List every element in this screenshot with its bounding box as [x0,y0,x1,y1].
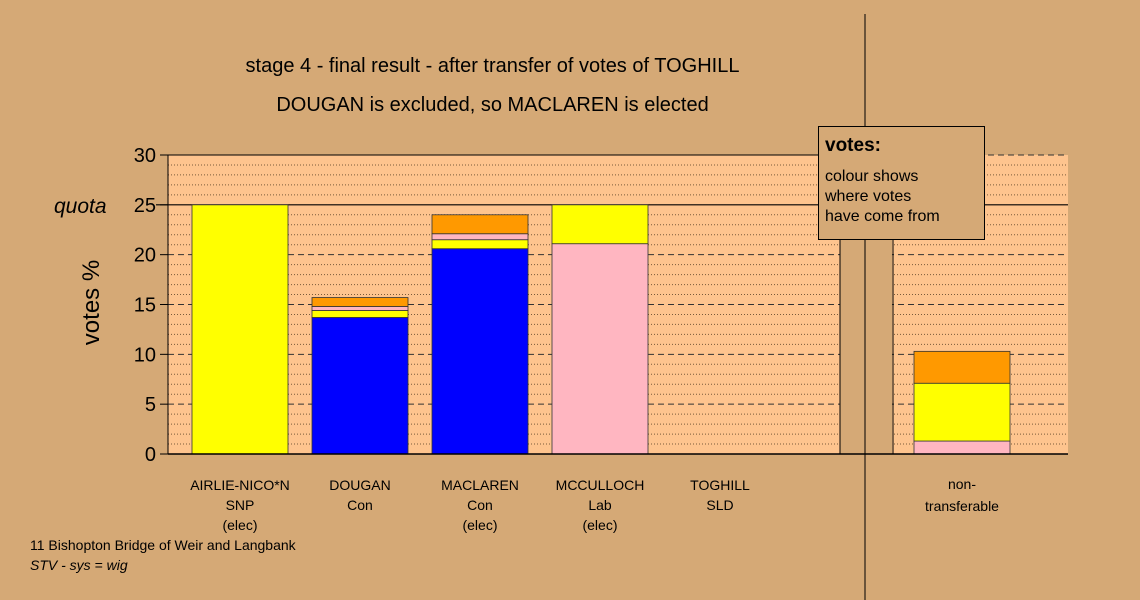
quota-label: quota [54,195,107,218]
chart-subtitle: DOUGAN is excluded, so MACLAREN is elect… [276,94,709,116]
x-tick-label: MCCULLOCH [556,477,645,493]
x-tick-label: (elec) [222,517,257,533]
bar-segment [431,248,529,455]
footer-constituency: 11 Bishopton Bridge of Weir and Langbank [30,537,296,553]
y-tick-label: 25 [134,195,156,217]
bar-segment [913,440,1011,455]
legend-title: votes: [825,135,881,156]
x-tick-label: non- [948,476,976,492]
bar-segment [431,214,529,235]
x-tick-label: SLD [706,497,733,513]
x-tick-label: SNP [226,497,255,513]
bar-segment [311,317,409,455]
bar-segment [311,306,409,311]
legend-line: colour shows [825,168,919,185]
bar-segment [913,382,1011,442]
x-tick-label: Con [467,497,493,513]
y-tick-label: 15 [134,295,156,317]
bar-segment [913,350,1011,384]
bar-segment [431,239,529,250]
bar-segment [191,204,289,455]
y-axis-label: votes % [78,260,105,345]
y-tick-label: 0 [145,444,156,466]
y-tick-label: 5 [145,394,156,416]
bar-segment [311,310,409,318]
y-tick-label: 10 [134,344,156,366]
x-tick-label: (elec) [582,517,617,533]
legend-line: have come from [825,208,940,225]
chart-title: stage 4 - final result - after transfer … [245,55,740,77]
bar-segment [551,204,649,245]
y-tick-label: 20 [134,245,156,267]
x-tick-label: TOGHILL [690,477,750,493]
x-tick-label: AIRLIE-NICO*N [190,477,290,493]
bar-segment [311,297,409,307]
x-tick-label: Con [347,497,373,513]
bar-segment [551,243,649,455]
x-tick-label: MACLAREN [441,477,519,493]
x-tick-label: transferable [925,498,999,514]
legend: votes: colour shows where votes have com… [818,126,985,240]
bar-segment [431,233,529,241]
legend-line: where votes [825,188,912,205]
x-tick-label: (elec) [462,517,497,533]
x-tick-label: DOUGAN [329,477,390,493]
x-tick-label: Lab [588,497,612,513]
footer-system: STV - sys = wig [30,557,128,573]
y-tick-label: 30 [134,145,156,167]
